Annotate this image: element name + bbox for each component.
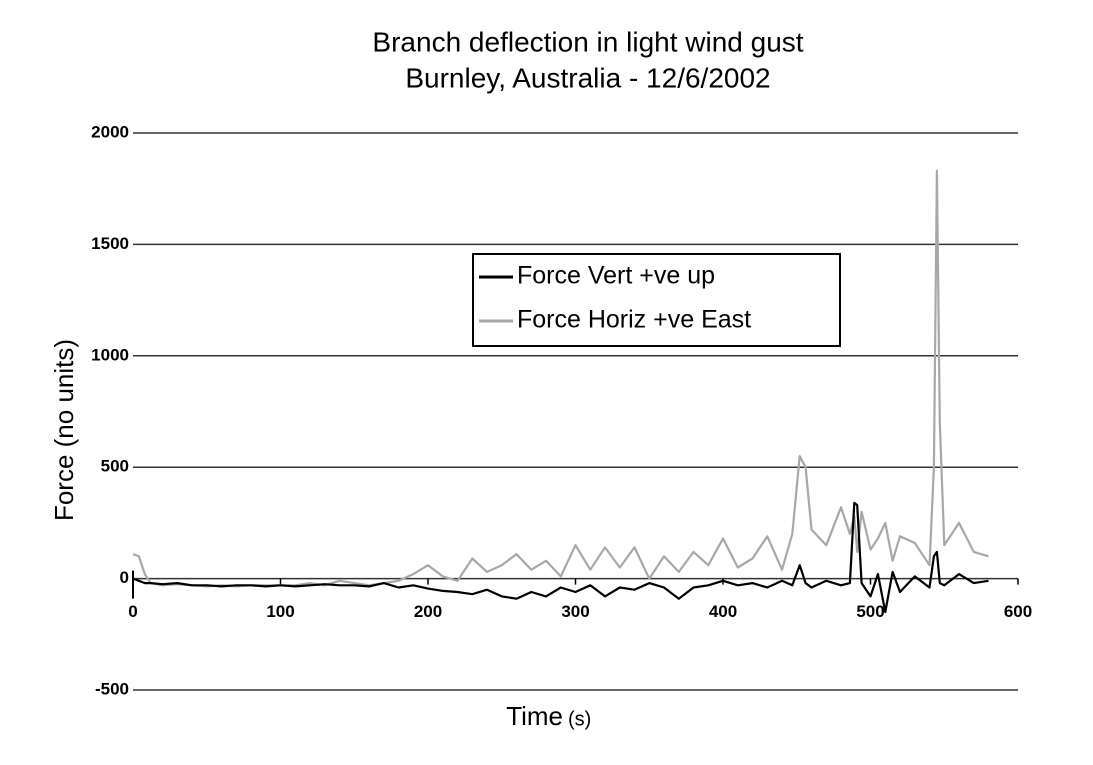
- x-tick-label: 200: [414, 602, 442, 621]
- y-tick-label: 1000: [91, 345, 129, 364]
- series-line: [132, 501, 989, 614]
- legend-box: [472, 253, 841, 347]
- x-tick-label: 500: [856, 602, 884, 621]
- y-axis-label: Force (no units): [49, 339, 79, 521]
- chart-title: Branch deflection in light wind gust: [372, 26, 803, 57]
- x-axis-unit: (s): [568, 708, 591, 730]
- x-tick-label: 0: [128, 602, 137, 621]
- series-line: [132, 169, 989, 588]
- chart-subtitle: Burnley, Australia - 12/6/2002: [405, 62, 770, 93]
- legend-label: Force Vert +ve up: [517, 262, 715, 290]
- x-tick-label: 400: [709, 602, 737, 621]
- x-tick-label: 600: [1004, 602, 1032, 621]
- legend-label: Force Horiz +ve East: [517, 306, 751, 334]
- y-tick-label: 2000: [91, 122, 129, 141]
- x-axis-label: Time: [506, 701, 563, 731]
- y-tick-label: -500: [95, 679, 129, 698]
- y-tick-label: 500: [101, 457, 129, 476]
- x-tick-label: 300: [561, 602, 589, 621]
- y-tick-label: 1500: [91, 234, 129, 253]
- y-tick-label: 0: [120, 568, 129, 587]
- x-tick-label: 100: [266, 602, 294, 621]
